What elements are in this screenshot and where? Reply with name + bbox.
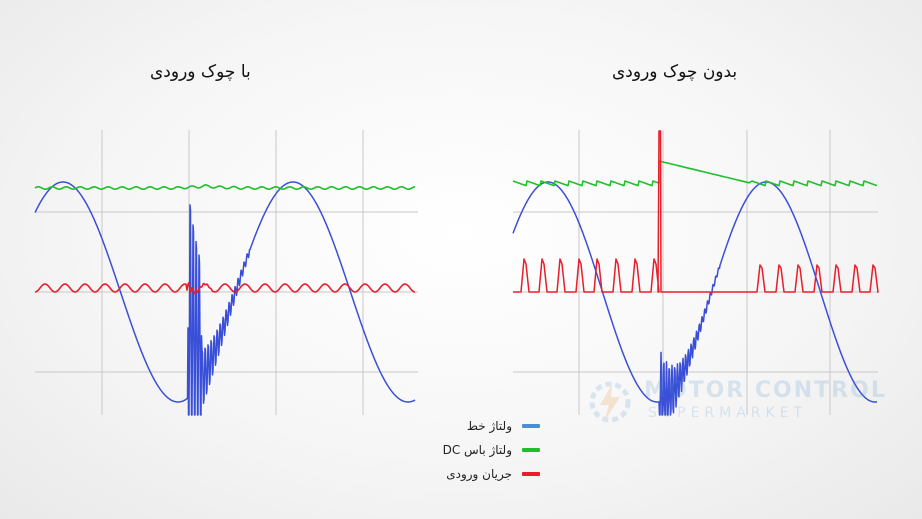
legend-label: ولتاژ باس DC [442, 443, 512, 457]
left-line-voltage-series [34, 181, 416, 416]
right-line-voltage-series [512, 181, 878, 416]
legend-swatch [522, 424, 540, 428]
legend-swatch [522, 448, 540, 452]
legend-swatch [522, 472, 540, 476]
left-dc-bus-series [34, 184, 416, 190]
legend: ولتاژ خط ولتاژ باس DC جریان ورودی [390, 414, 540, 486]
right-input-current-series [513, 130, 879, 293]
left-input-current-series [34, 281, 416, 295]
legend-label: ولتاژ خط [466, 419, 512, 433]
chart-title-right: بدون چوک ورودی [612, 62, 738, 82]
legend-item-line-voltage: ولتاژ خط [390, 414, 540, 438]
legend-item-input-current: جریان ورودی [390, 462, 540, 486]
chart-title-left: با چوک ورودی [150, 62, 251, 82]
legend-item-dc-bus-voltage: ولتاژ باس DC [390, 438, 540, 462]
legend-label: جریان ورودی [446, 467, 512, 481]
right-dc-bus-series [512, 160, 878, 187]
